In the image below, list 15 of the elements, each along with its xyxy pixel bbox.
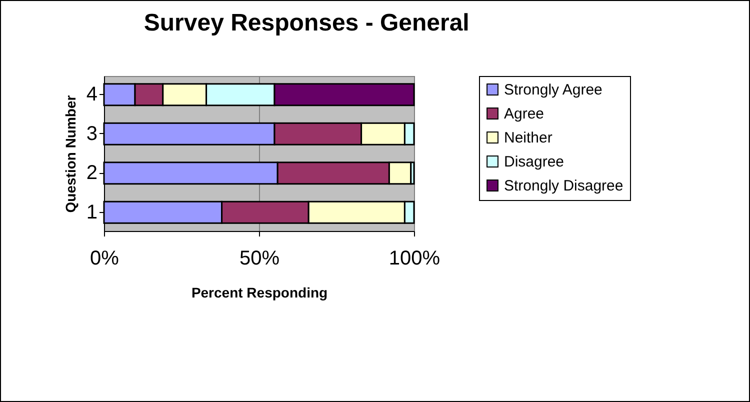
y-tick-label: 1 [86,201,98,224]
x-axis-title: Percent Responding [191,284,328,300]
x-tick-label: 0% [90,248,120,270]
legend-label: Agree [504,106,544,122]
legend-label: Neither [504,130,552,146]
legend-label: Strongly Agree [504,82,602,98]
x-tick-label: 50% [239,248,280,270]
legend-label: Strongly Disagree [504,178,624,194]
chart-title: Survey Responses - General [144,10,470,36]
x-tick-label: 100% [388,248,440,270]
legend-label: Disagree [504,154,564,170]
y-tick-label: 2 [86,162,98,184]
y-tick-label: 4 [86,84,98,106]
y-tick-label: 3 [86,122,98,145]
y-axis-title: Question Number [62,94,78,213]
